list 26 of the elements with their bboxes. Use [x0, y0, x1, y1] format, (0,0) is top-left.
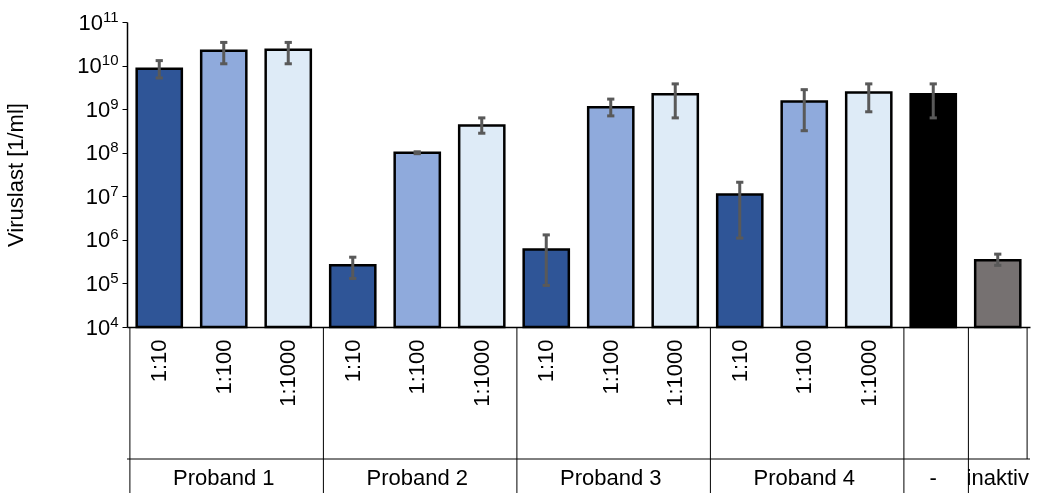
x-tick-label: 1:10 [146, 339, 172, 383]
x-tick-label: 1:10 [339, 339, 365, 383]
x-tick-label: 1:100 [404, 339, 430, 395]
text: Proband 3 [559, 465, 662, 490]
y-axis-title: Viruslast [1/ml] [2, 103, 28, 247]
x-tick-label: 1:100 [210, 339, 236, 395]
y-tick-label: 10$^{10}$ [77, 50, 119, 79]
text: - [929, 465, 937, 490]
text: Proband 4 [753, 465, 856, 490]
y-tick-label: 10$^{7}$ [85, 181, 119, 209]
x-tick-label: 1:1000 [855, 339, 881, 407]
x-tick-label: 1:100 [791, 339, 817, 395]
x-tick-label: 1:1000 [275, 339, 301, 407]
y-tick-label: 10$^{5}$ [85, 268, 119, 296]
x-tick-label: 1:1000 [662, 339, 688, 407]
x-tick-label: 1:10 [726, 339, 752, 383]
y-tick-label: 10$^{4}$ [85, 312, 119, 340]
y-tick-label: 10$^{11}$ [78, 7, 119, 35]
y-tick-label: 10$^{9}$ [85, 94, 119, 122]
text: Proband 1 [172, 465, 275, 490]
x-tick-label: 1:10 [533, 339, 559, 383]
text: Proband 2 [366, 465, 469, 490]
y-tick-label: 10$^{8}$ [85, 137, 119, 166]
x-tick-label: 1:100 [597, 339, 623, 395]
x-tick-label: 1:1000 [468, 339, 494, 407]
y-tick-label: 10$^{6}$ [85, 224, 119, 253]
